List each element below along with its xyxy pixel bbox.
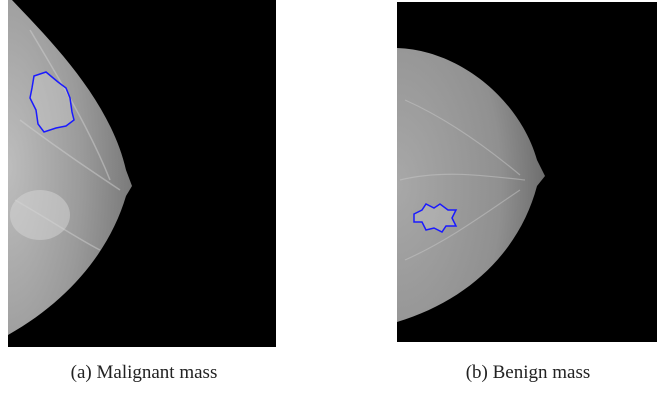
- caption: (b) Benign mass: [378, 362, 665, 384]
- image-a: [8, 0, 276, 347]
- mammogram-images: [0, 0, 665, 413]
- image-b: [397, 2, 657, 342]
- figure: (a) Malignant mass (b) Benign mass: [0, 0, 665, 413]
- caption: (a) Malignant mass: [0, 362, 294, 384]
